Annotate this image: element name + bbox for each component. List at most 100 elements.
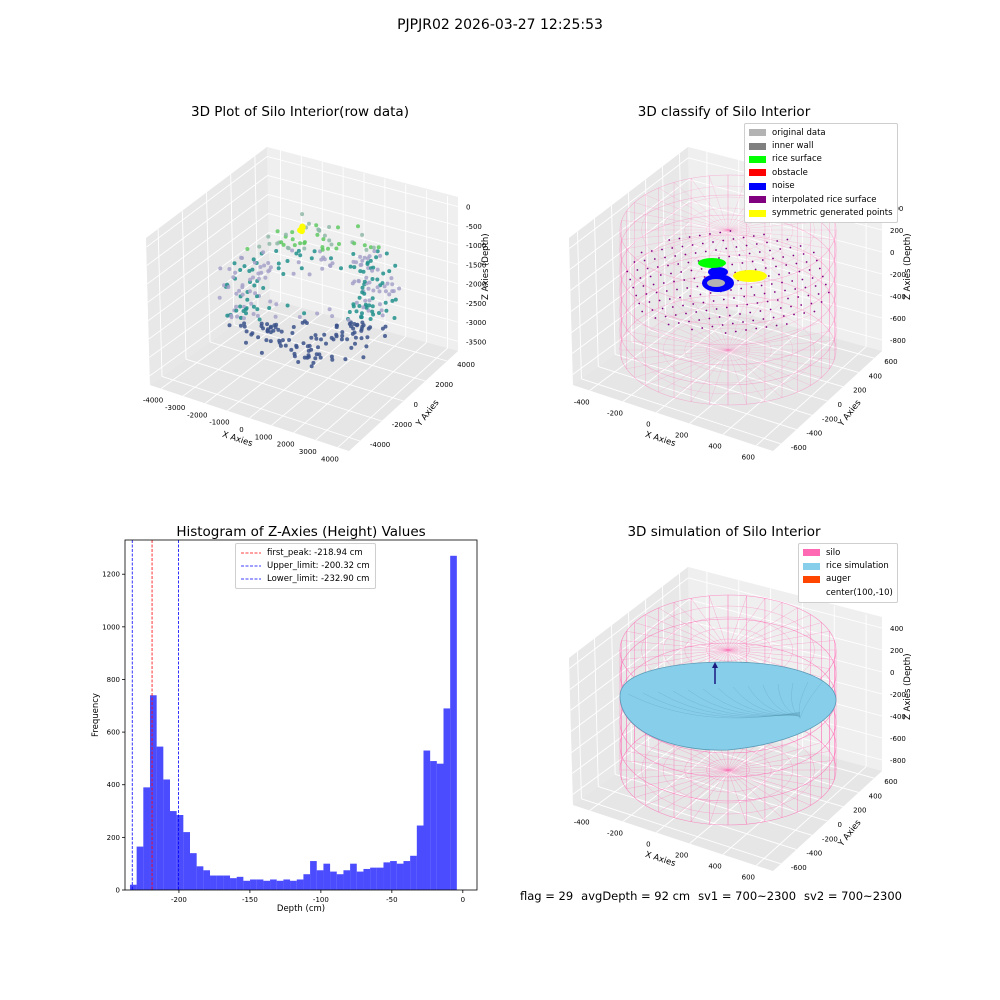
interpolated-point	[760, 284, 763, 287]
legend-swatch	[749, 155, 766, 163]
grid-line	[571, 244, 883, 333]
silo-wireframe	[645, 314, 729, 351]
interpolated-point	[807, 294, 810, 297]
data-point	[362, 291, 367, 296]
interpolated-point	[698, 319, 701, 321]
data-point	[349, 345, 354, 350]
data-point	[391, 289, 396, 294]
silo-wireframe	[634, 742, 729, 771]
interpolated-point	[712, 241, 714, 243]
data-point	[389, 276, 394, 281]
legend-swatch	[749, 209, 766, 217]
data-point	[322, 332, 327, 337]
grid-line	[146, 194, 459, 285]
data-point	[275, 229, 280, 234]
rice-mesh	[791, 682, 801, 718]
data-point	[375, 277, 380, 282]
data-point	[276, 266, 281, 271]
silo-wireframe	[727, 349, 766, 402]
legend-item-lower-limit: Lower_limit: -232.90 cm	[241, 573, 370, 586]
silo-wireframe	[727, 769, 747, 825]
histogram-bar	[230, 878, 237, 890]
data-point	[352, 265, 357, 270]
data-point	[289, 347, 294, 352]
silo-wireframe	[645, 769, 729, 806]
silo-wireframe	[645, 349, 729, 386]
interpolated-point	[824, 283, 827, 286]
interpolated-point	[709, 292, 712, 294]
data-point	[376, 245, 381, 250]
z-tick-label: -500	[466, 223, 482, 231]
data-point	[353, 341, 357, 346]
data-point	[291, 325, 296, 329]
data-point	[371, 245, 376, 250]
silo-wireframe	[706, 638, 750, 662]
interpolated-point	[759, 310, 762, 312]
silo-wireframe	[727, 229, 830, 250]
interpolated-point	[754, 268, 757, 271]
legend-swatch	[803, 549, 820, 557]
data-point	[232, 261, 237, 266]
data-point	[330, 357, 335, 362]
silo-wireframe	[619, 294, 837, 406]
silo-wireframe	[658, 349, 729, 393]
interpolated-point	[722, 239, 725, 242]
interpolated-point	[674, 255, 677, 257]
legend-item-rice-simulation: rice simulation	[803, 559, 893, 572]
grid-line	[206, 192, 211, 343]
silo-wireframe	[727, 330, 830, 351]
interpolated-point	[638, 302, 641, 305]
y-tick-label: -4000	[370, 441, 390, 449]
silo-wireframe	[619, 214, 837, 326]
data-point	[375, 285, 380, 290]
data-point	[393, 297, 398, 302]
data-point	[247, 269, 252, 273]
interpolated-point	[693, 277, 696, 280]
data-point	[314, 352, 319, 357]
data-point	[307, 272, 312, 277]
data-point	[238, 323, 243, 328]
data-point	[307, 221, 311, 226]
legend-swatch	[803, 575, 820, 583]
interpolated-point	[769, 308, 772, 311]
interpolated-point	[764, 267, 767, 269]
data-point	[268, 299, 273, 304]
x-tick-label: 0	[239, 426, 243, 434]
interpolated-point	[753, 294, 756, 296]
legend-item-first-peak: first_peak: -218.94 cm	[241, 546, 370, 559]
histogram-bar	[316, 870, 324, 890]
silo-wireframe	[641, 305, 815, 395]
x-tick-label: 1000	[255, 433, 273, 441]
silo-wireframe	[727, 602, 783, 651]
grid-line	[230, 174, 235, 325]
interpolated-point	[656, 266, 659, 268]
data-point	[364, 247, 369, 252]
data-point	[366, 266, 371, 270]
histogram-bar	[196, 866, 204, 890]
interpolated-point	[762, 318, 765, 320]
data-point	[393, 263, 398, 268]
classify-3d-plot: -400-2000200400600-600-400-2000200400600…	[569, 147, 913, 462]
silo-wireframe	[690, 598, 729, 651]
panel-title-simulation: 3D simulation of Silo Interior	[627, 524, 821, 540]
interpolated-point	[818, 267, 821, 270]
interpolated-point	[640, 251, 643, 254]
x-tick-label: 0	[461, 896, 465, 904]
legend-swatch	[749, 169, 766, 177]
silo-wireframe	[626, 349, 729, 370]
interpolated-point	[671, 247, 674, 249]
data-point	[361, 269, 366, 274]
silo-wireframe	[709, 295, 729, 351]
interpolated-point	[649, 275, 652, 278]
data-point	[350, 331, 355, 336]
interpolated-point	[814, 285, 817, 287]
data-point	[319, 257, 324, 262]
data-point	[349, 324, 353, 329]
histogram-bar	[216, 875, 224, 890]
silo-wireframe	[727, 607, 798, 651]
data-point	[302, 319, 307, 324]
x-tick-label: -400	[574, 819, 590, 827]
interpolated-point	[725, 247, 728, 250]
z-tick-label: -200	[890, 691, 906, 699]
data-point	[290, 237, 295, 242]
